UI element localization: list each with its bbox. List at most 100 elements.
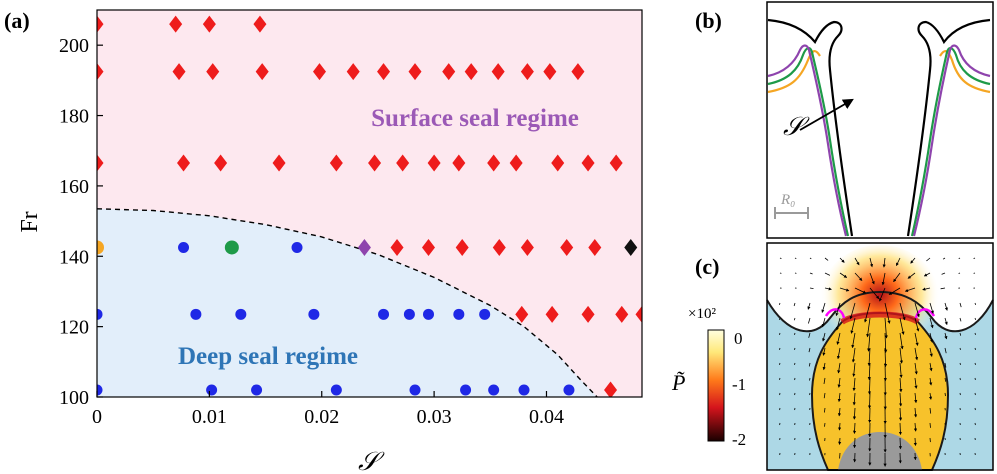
profile-purple xyxy=(767,44,848,237)
data-point-0-1 xyxy=(169,15,183,33)
pressure-field xyxy=(766,243,994,471)
velocity-arrow-123 xyxy=(944,377,947,382)
data-point-0-15 xyxy=(520,63,534,81)
velocity-arrow-117 xyxy=(852,377,856,392)
velocity-arrow-9 xyxy=(910,257,916,264)
velocity-arrow-55 xyxy=(974,302,976,306)
velocity-arrow-110 xyxy=(959,362,961,366)
data-point-0-3 xyxy=(253,15,267,33)
velocity-arrow-37 xyxy=(904,287,916,292)
velocity-arrow-137 xyxy=(944,392,946,397)
data-point-1-7 xyxy=(403,308,415,320)
data-point-0-19 xyxy=(177,154,191,172)
data-point-0-43 xyxy=(635,305,642,323)
velocity-arrow-164 xyxy=(929,422,931,428)
velocity-arrow-30 xyxy=(809,287,814,289)
velocity-arrow-24 xyxy=(923,272,931,277)
y-axis: 100 120 140 160 180 200 xyxy=(59,35,103,409)
velocity-arrow-74 xyxy=(836,332,841,345)
profile-green xyxy=(767,47,850,237)
data-point-1-19 xyxy=(563,384,575,396)
velocity-arrow-176 xyxy=(898,437,902,450)
data-point-0-9 xyxy=(346,63,360,81)
velocity-arrow-177 xyxy=(913,437,917,447)
velocity-arrow-130 xyxy=(837,392,841,403)
colorbar xyxy=(707,329,725,442)
panel-label-b: (b) xyxy=(695,8,722,33)
velocity-arrow-51 xyxy=(914,302,920,318)
velocity-arrow-157 xyxy=(824,422,826,427)
velocity-arrow-106 xyxy=(899,362,903,379)
velocity-arrow-98 xyxy=(779,362,781,366)
velocity-arrow-111 xyxy=(974,362,976,366)
velocity-arrow-162 xyxy=(898,422,902,436)
data-point-1-9 xyxy=(453,308,465,320)
velocity-arrow-149 xyxy=(913,407,918,418)
data-point-0-26 xyxy=(452,154,466,172)
y-axis-label: Fr xyxy=(17,211,43,232)
data-point-0-17 xyxy=(571,63,585,81)
velocity-arrow-0 xyxy=(779,257,782,259)
velocity-arrow-121 xyxy=(914,377,918,389)
data-point-1-11 xyxy=(97,384,103,396)
data-point-0-25 xyxy=(427,154,441,172)
velocity-arrow-23 xyxy=(907,272,916,279)
velocity-arrow-86 xyxy=(808,347,811,353)
velocity-arrow-132 xyxy=(867,392,872,409)
data-point-0-30 xyxy=(581,154,595,172)
panel-b-frame xyxy=(766,1,994,239)
velocity-arrow-115 xyxy=(823,377,826,384)
velocity-arrow-61 xyxy=(850,317,856,334)
velocity-arrow-13 xyxy=(973,257,976,259)
data-point-0-42 xyxy=(615,305,629,323)
velocity-arrow-44 xyxy=(807,302,811,310)
velocity-arrow-109 xyxy=(944,362,947,368)
velocity-arrow-6 xyxy=(869,257,874,268)
velocity-arrow-101 xyxy=(822,362,826,371)
data-point-0-37 xyxy=(560,238,574,256)
velocity-arrow-97 xyxy=(974,347,976,351)
data-point-1-15 xyxy=(409,384,421,396)
velocity-arrow-54 xyxy=(959,302,962,308)
velocity-arrow-78 xyxy=(899,332,904,350)
velocity-arrow-64 xyxy=(899,317,905,335)
velocity-arrow-116 xyxy=(837,377,841,388)
velocity-arrow-58 xyxy=(808,317,811,324)
regime-boundary-line xyxy=(97,208,598,397)
colorbar-tick-2: -2 xyxy=(732,430,746,449)
velocity-arrow-143 xyxy=(824,407,826,413)
data-points xyxy=(97,15,642,397)
data-point-5-0 xyxy=(624,238,638,256)
velocity-arrow-114 xyxy=(809,377,811,381)
velocity-arrow-77 xyxy=(884,332,888,353)
data-point-1-6 xyxy=(378,308,390,320)
surface-seal-label: Surface seal regime xyxy=(371,105,579,132)
velocity-arrow-95 xyxy=(944,347,947,354)
velocity-arrow-158 xyxy=(838,422,842,431)
data-point-1-12 xyxy=(206,384,218,396)
velocity-arrow-72 xyxy=(808,332,811,338)
velocity-arrow-67 xyxy=(944,317,948,326)
velocity-arrow-75 xyxy=(851,332,856,349)
velocity-arrow-135 xyxy=(914,392,918,404)
data-point-0-24 xyxy=(396,154,410,172)
velocity-arrow-20 xyxy=(869,272,875,285)
data-point-0-16 xyxy=(543,63,557,81)
data-point-4-0 xyxy=(357,238,371,256)
velocity-arrow-172 xyxy=(838,437,842,445)
velocity-arrow-5 xyxy=(854,257,860,266)
velocity-arrow-80 xyxy=(929,332,934,343)
data-point-1-5 xyxy=(308,308,320,320)
data-point-0-27 xyxy=(487,154,501,172)
data-point-0-21 xyxy=(272,154,286,172)
velocity-arrow-68 xyxy=(959,317,962,322)
colorbar-multiplier: ×10² xyxy=(688,306,716,322)
panel-c-frame xyxy=(766,242,994,471)
y-tick-label-3: 160 xyxy=(59,176,89,198)
velocity-arrow-122 xyxy=(929,377,933,386)
cavity-profiles xyxy=(767,18,991,237)
velocity-arrow-92 xyxy=(899,347,904,364)
data-point-1-10 xyxy=(479,308,491,320)
velocity-arrow-159 xyxy=(852,422,857,434)
